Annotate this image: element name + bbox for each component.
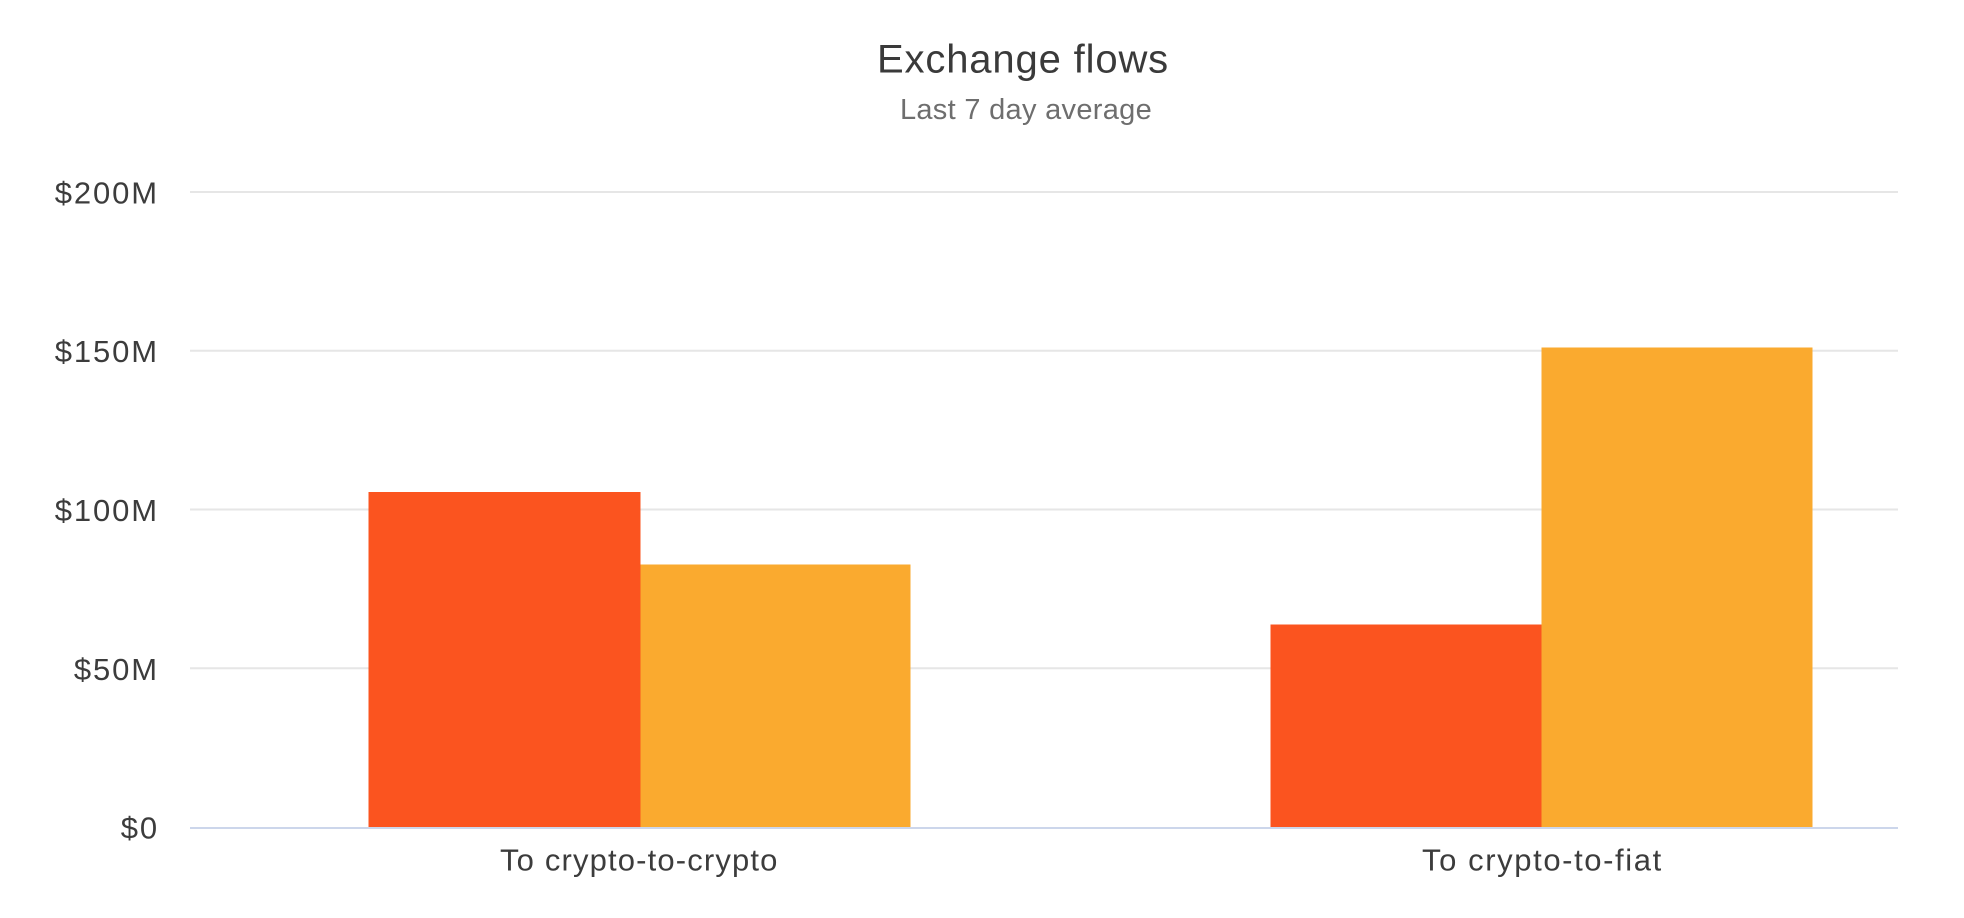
svg-text:$200M: $200M <box>55 176 159 211</box>
svg-text:$100M: $100M <box>55 493 159 528</box>
svg-text:$150M: $150M <box>55 334 159 369</box>
svg-text:Last 7 day average: Last 7 day average <box>900 94 1152 126</box>
svg-text:To crypto-to-fiat: To crypto-to-fiat <box>1422 843 1663 878</box>
svg-text:Exchange flows: Exchange flows <box>877 38 1169 82</box>
svg-text:$50M: $50M <box>74 652 159 687</box>
svg-text:$0: $0 <box>121 811 159 846</box>
svg-text:To crypto-to-crypto: To crypto-to-crypto <box>500 843 779 878</box>
